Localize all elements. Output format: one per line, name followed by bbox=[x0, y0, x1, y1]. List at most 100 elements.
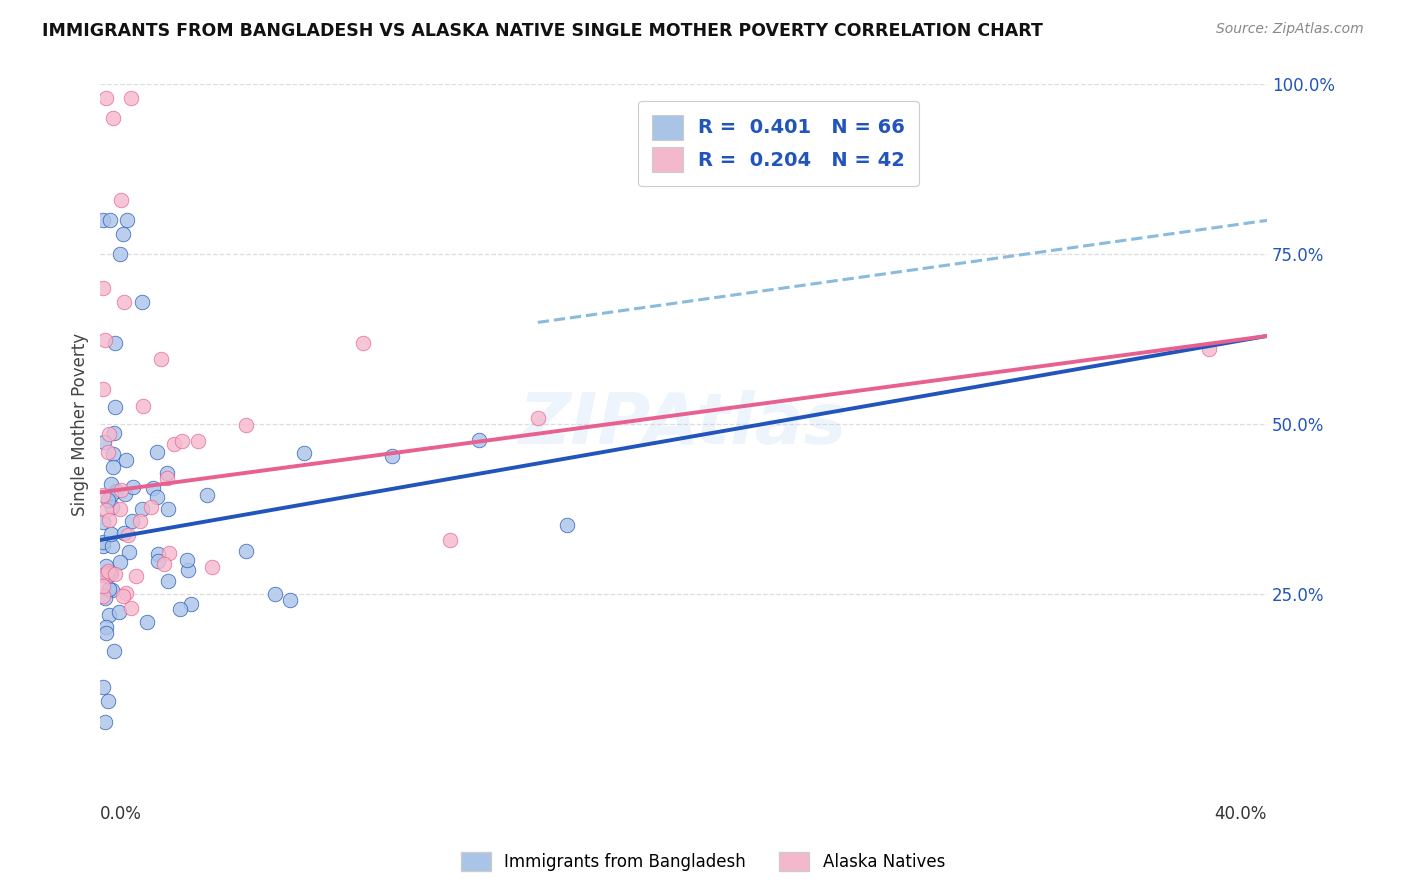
Point bbox=[100, 566, 122, 580]
Point bbox=[163, 437, 186, 451]
Point bbox=[201, 560, 224, 574]
Point bbox=[115, 586, 138, 600]
Point bbox=[100, 526, 122, 541]
Point bbox=[146, 547, 169, 561]
Point bbox=[97, 569, 120, 583]
Point bbox=[112, 295, 135, 310]
Point bbox=[108, 555, 131, 569]
Point bbox=[141, 500, 163, 514]
Point bbox=[100, 500, 122, 514]
Point bbox=[98, 567, 121, 582]
Point bbox=[177, 563, 200, 577]
Point bbox=[98, 427, 121, 442]
Point bbox=[122, 480, 145, 494]
Point bbox=[110, 247, 132, 261]
Text: ZIPAtlas: ZIPAtlas bbox=[519, 390, 848, 458]
Point bbox=[131, 295, 153, 310]
Point bbox=[235, 543, 257, 558]
Point bbox=[156, 467, 179, 481]
Point bbox=[170, 434, 193, 448]
Point bbox=[91, 539, 114, 553]
Point bbox=[91, 383, 114, 397]
Point bbox=[94, 333, 117, 347]
Point bbox=[98, 513, 121, 527]
Point bbox=[93, 591, 115, 605]
Point bbox=[131, 501, 153, 516]
Point bbox=[101, 112, 124, 126]
Point bbox=[352, 335, 374, 350]
Point bbox=[91, 680, 114, 694]
Y-axis label: Single Mother Poverty: Single Mother Poverty bbox=[72, 333, 89, 516]
Point bbox=[148, 554, 170, 568]
Point bbox=[91, 589, 114, 603]
Point bbox=[101, 582, 124, 597]
Point bbox=[112, 526, 135, 541]
Text: Source: ZipAtlas.com: Source: ZipAtlas.com bbox=[1216, 22, 1364, 37]
Legend: Immigrants from Bangladesh, Alaska Natives: Immigrants from Bangladesh, Alaska Nativ… bbox=[453, 843, 953, 880]
Text: 0.0%: 0.0% bbox=[100, 805, 142, 823]
Point bbox=[97, 445, 120, 459]
Point bbox=[111, 227, 134, 241]
Point bbox=[101, 447, 124, 461]
Point bbox=[91, 281, 114, 295]
Point bbox=[103, 644, 125, 658]
Point bbox=[96, 566, 118, 581]
Point bbox=[136, 615, 159, 629]
Point bbox=[97, 582, 120, 596]
Point bbox=[97, 694, 120, 708]
Point bbox=[120, 601, 142, 615]
Point bbox=[91, 515, 114, 529]
Point bbox=[555, 518, 578, 533]
Point bbox=[111, 590, 134, 604]
Point bbox=[125, 569, 148, 583]
Point bbox=[91, 535, 114, 549]
Point bbox=[187, 434, 209, 448]
Point bbox=[108, 605, 131, 619]
Point bbox=[1198, 342, 1220, 356]
Point bbox=[157, 502, 180, 516]
Point bbox=[108, 502, 131, 516]
Point bbox=[146, 490, 169, 504]
Point bbox=[157, 546, 180, 560]
Point bbox=[96, 502, 118, 516]
Point bbox=[97, 565, 120, 579]
Point bbox=[91, 488, 114, 502]
Point bbox=[278, 592, 301, 607]
Point bbox=[96, 620, 118, 634]
Point bbox=[93, 434, 115, 449]
Point bbox=[91, 213, 114, 227]
Point bbox=[115, 213, 138, 227]
Text: IMMIGRANTS FROM BANGLADESH VS ALASKA NATIVE SINGLE MOTHER POVERTY CORRELATION CH: IMMIGRANTS FROM BANGLADESH VS ALASKA NAT… bbox=[42, 22, 1043, 40]
Point bbox=[156, 471, 179, 485]
Point bbox=[176, 553, 198, 567]
Point bbox=[439, 533, 461, 547]
Point bbox=[91, 579, 114, 593]
Point bbox=[97, 493, 120, 508]
Point bbox=[115, 452, 138, 467]
Point bbox=[121, 514, 143, 528]
Point bbox=[100, 488, 122, 502]
Point bbox=[129, 514, 152, 528]
Point bbox=[169, 601, 191, 615]
Point bbox=[103, 459, 125, 474]
Point bbox=[381, 450, 404, 464]
Point bbox=[105, 484, 128, 499]
Point bbox=[91, 567, 114, 582]
Point bbox=[142, 481, 165, 495]
Point bbox=[264, 587, 287, 601]
Point bbox=[100, 213, 122, 227]
Point bbox=[468, 434, 491, 448]
Point bbox=[150, 352, 173, 367]
Point bbox=[157, 574, 180, 588]
Point bbox=[235, 418, 257, 433]
Text: 40.0%: 40.0% bbox=[1215, 805, 1267, 823]
Point bbox=[94, 558, 117, 573]
Point bbox=[104, 566, 127, 581]
Point bbox=[94, 626, 117, 640]
Point bbox=[110, 483, 132, 497]
Point bbox=[146, 444, 169, 458]
Point bbox=[118, 545, 141, 559]
Point bbox=[94, 91, 117, 105]
Point bbox=[131, 400, 153, 414]
Point bbox=[101, 539, 124, 553]
